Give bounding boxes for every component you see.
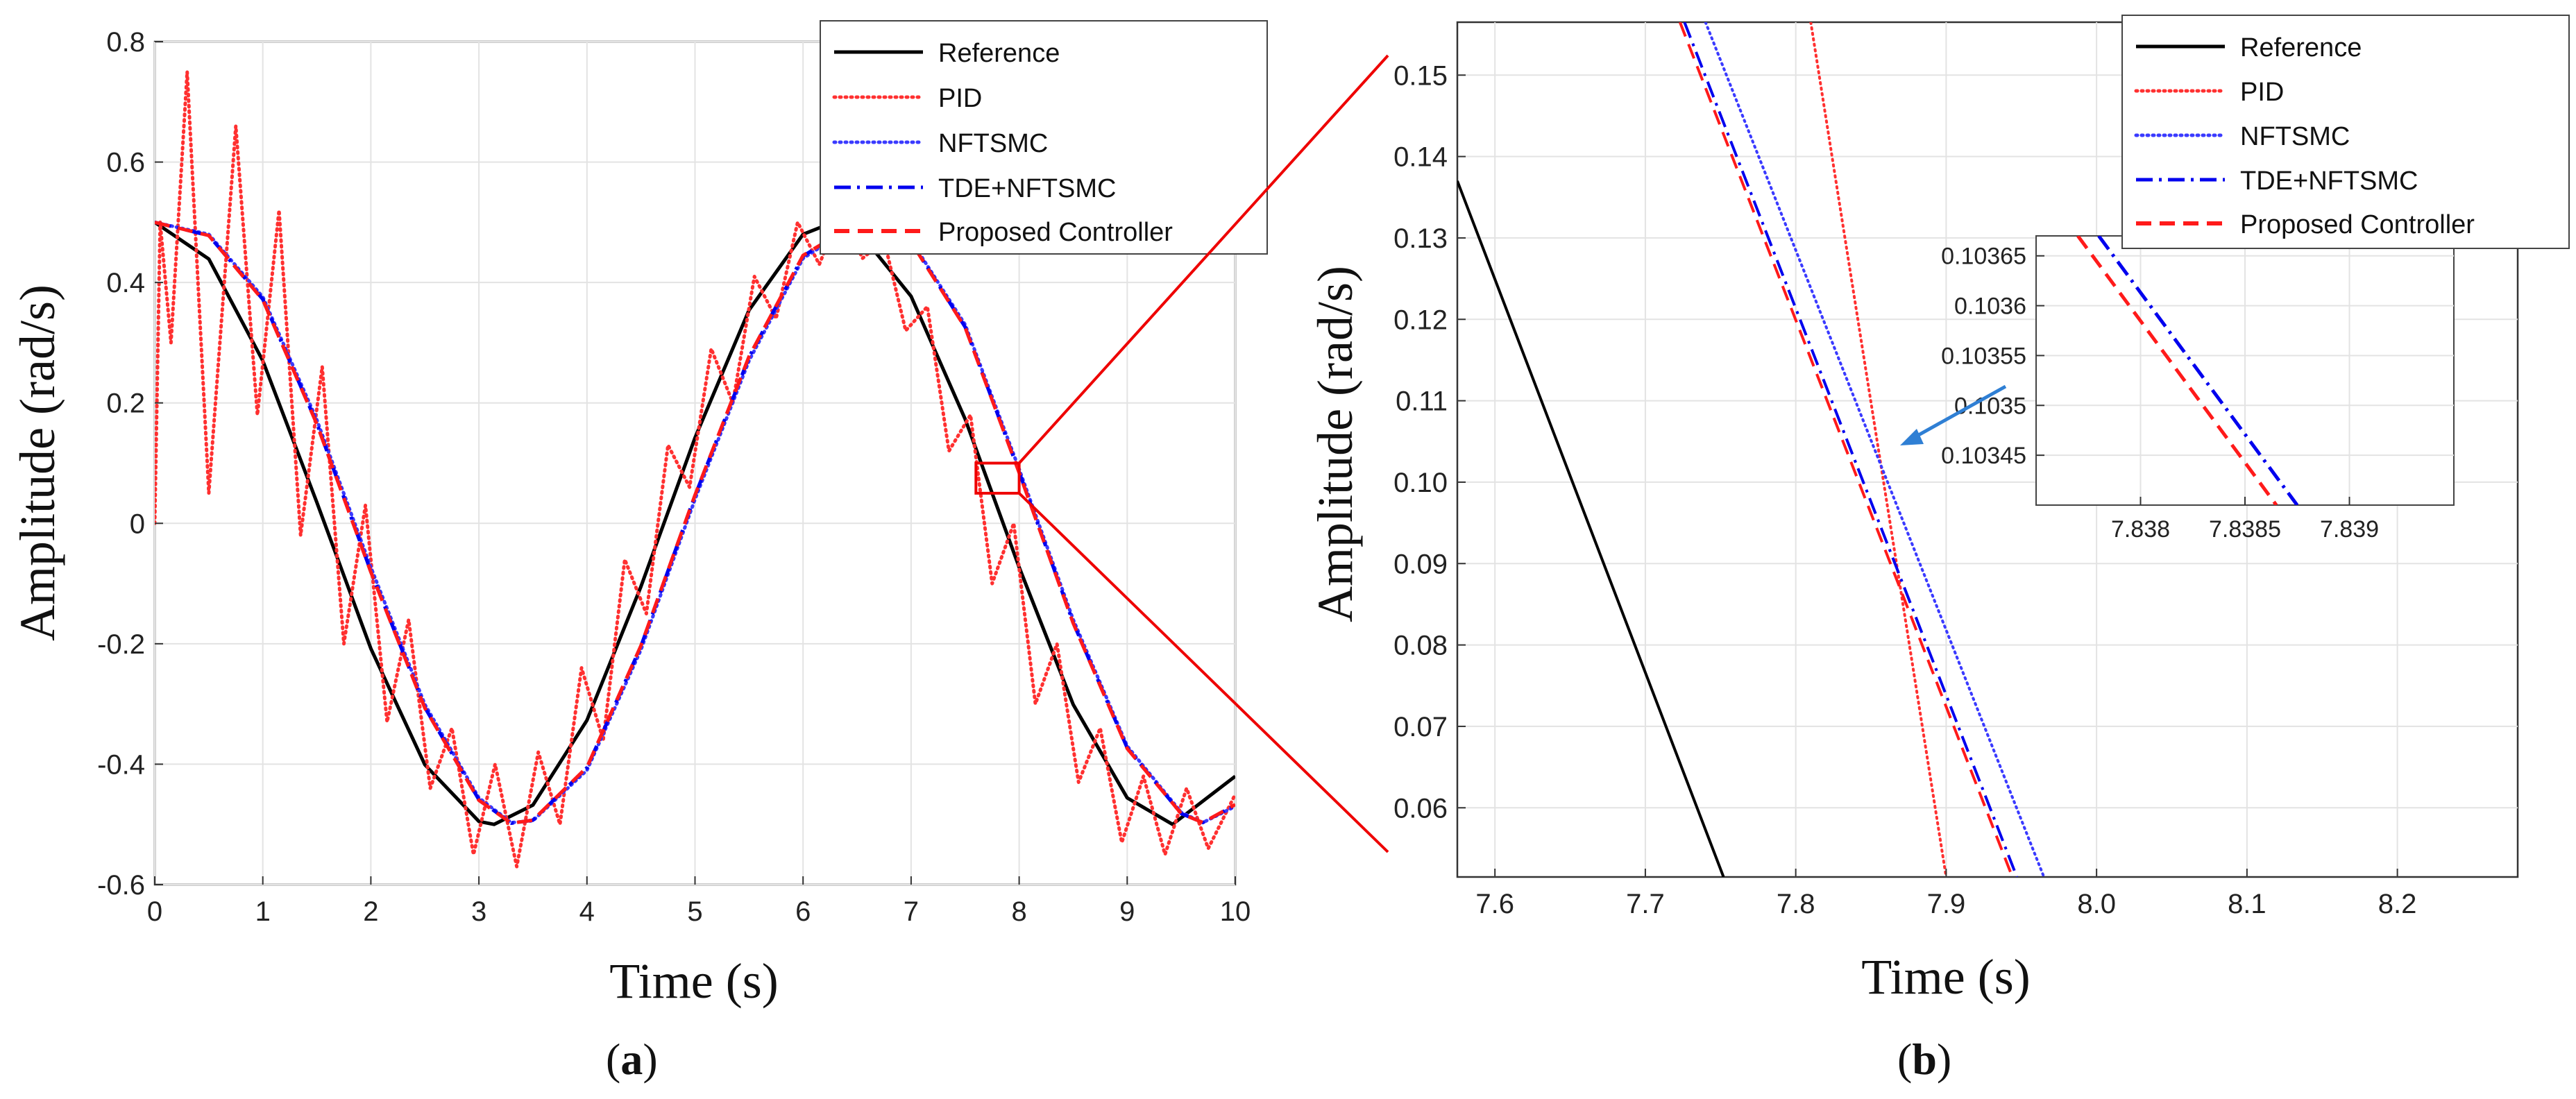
y-tick-label: 0.10365 — [1941, 244, 2026, 270]
x-tick-label: 1 — [255, 896, 271, 927]
y-tick-label: 0.14 — [1393, 142, 1448, 173]
y-tick-label: 0.12 — [1393, 305, 1448, 335]
y-tick-label: 0.08 — [1393, 631, 1448, 661]
legend-b-label-nftsmc: NFTSMC — [2240, 122, 2350, 151]
panel-a-caption: (a) — [606, 1034, 658, 1084]
legend-label-tde-nftsmc: TDE+NFTSMC — [938, 174, 1117, 203]
series-line-proposed-controller — [155, 220, 1235, 825]
zoom-connector-top — [1018, 54, 1389, 464]
x-tick-label: 8 — [1011, 896, 1026, 927]
y-tick-label: 0 — [130, 509, 145, 539]
y-tick-label: -0.4 — [97, 749, 145, 780]
y-tick-label: 0.06 — [1393, 793, 1448, 824]
panel-b-ylabel: Amplitude (rad/s) — [1307, 266, 1363, 622]
y-tick-label: 0.1036 — [1954, 293, 2026, 320]
y-tick-label: -0.2 — [97, 629, 145, 660]
x-tick-label: 8.2 — [2378, 889, 2417, 919]
x-tick-label: 8.0 — [2077, 889, 2116, 919]
zoom-connector-bottom — [1018, 492, 1389, 853]
series-line-tde-nftsmc — [2097, 236, 2299, 505]
series-line-reference — [155, 220, 1235, 826]
y-tick-label: 0.10345 — [1941, 443, 2026, 469]
x-tick-label: 4 — [579, 896, 595, 927]
x-tick-label: 9 — [1119, 896, 1135, 927]
legend-b-label-tde-nftsmc: TDE+NFTSMC — [2240, 167, 2418, 196]
y-tick-label: 0.09 — [1393, 549, 1448, 579]
series-line-tde-nftsmc — [1683, 22, 2019, 877]
series-line-pid — [155, 69, 1235, 869]
x-tick-label: 7.7 — [1626, 889, 1665, 919]
y-tick-label: 0.10355 — [1941, 343, 2026, 369]
panel-a-legend: Reference PID NFTSMC TDE+NFTSMC Proposed… — [820, 20, 1268, 255]
y-tick-label: 0.10 — [1393, 468, 1448, 498]
panel-a-xlabel: Time (s) — [609, 953, 778, 1009]
series-line-reference — [1457, 180, 1725, 877]
x-tick-label: 0 — [147, 896, 162, 927]
series-line-proposed-controller — [1678, 22, 2014, 877]
series-line-proposed-controller — [2076, 236, 2278, 505]
y-tick-label: 0.13 — [1393, 223, 1448, 254]
y-tick-label: 0.11 — [1396, 386, 1448, 417]
legend-b-label-pid: PID — [2240, 78, 2284, 107]
y-tick-label: 0.8 — [106, 27, 145, 58]
panel-b-plot: 7.6 7.7 7.8 7.9 8.0 8.1 8.2 0.06 0.07 0.08 0.09 0.… — [1307, 15, 2570, 1084]
legend-label-proposed: Proposed Controller — [938, 218, 1173, 247]
x-tick-label: 10 — [1220, 896, 1251, 927]
series-line-pid — [1809, 22, 1948, 877]
panel-b-caption: (b) — [1897, 1034, 1951, 1084]
x-tick-label: 8.1 — [2228, 889, 2266, 919]
panel-a-ylabel: Amplitude (rad/s) — [10, 284, 65, 641]
inset-pointer-arrow — [1900, 384, 2007, 445]
x-tick-label: 7.838 — [2111, 516, 2170, 543]
y-tick-label: 0.6 — [106, 148, 145, 178]
legend-label-nftsmc: NFTSMC — [938, 129, 1048, 158]
x-tick-label: 7 — [904, 896, 919, 927]
x-tick-label: 7.8385 — [2209, 516, 2281, 543]
y-tick-label: -0.6 — [97, 870, 145, 901]
x-tick-label: 7.8 — [1777, 889, 1815, 919]
x-tick-label: 7.839 — [2320, 516, 2379, 543]
y-tick-label: 0.1035 — [1954, 393, 2026, 419]
legend-b-label-proposed: Proposed Controller — [2240, 210, 2475, 239]
panel-b-legend: Reference PID NFTSMC TDE+NFTSMC Proposed… — [2121, 15, 2570, 249]
x-tick-label: 3 — [471, 896, 486, 927]
y-tick-label: 0.15 — [1393, 60, 1448, 91]
panel-b-xlabel: Time (s) — [1861, 949, 2030, 1005]
y-tick-label: 0.4 — [106, 268, 145, 298]
panel-b-inset: 7.838 7.8385 7.839 0.10345 0.1035 0.10355 0.1… — [1941, 235, 2455, 543]
legend-label-pid: PID — [938, 84, 982, 113]
legend-b-label-reference: Reference — [2240, 33, 2362, 62]
x-tick-label: 6 — [795, 896, 811, 927]
y-tick-label: 0.07 — [1393, 712, 1448, 742]
zoom-region-box — [974, 461, 1021, 495]
x-tick-label: 7.6 — [1475, 889, 1514, 919]
legend-label-reference: Reference — [938, 39, 1060, 68]
series-line-nftsmc — [1704, 22, 2046, 877]
x-tick-label: 7.9 — [1927, 889, 1966, 919]
panel-a-plot: 0 1 2 3 4 5 6 7 8 9 10 -0.6 -0.4 -0.2 0 0.2 0.4 0.6 0.8 T… — [10, 20, 1268, 1084]
y-tick-label: 0.2 — [106, 389, 145, 419]
x-tick-label: 5 — [687, 896, 702, 927]
x-tick-label: 2 — [363, 896, 378, 927]
